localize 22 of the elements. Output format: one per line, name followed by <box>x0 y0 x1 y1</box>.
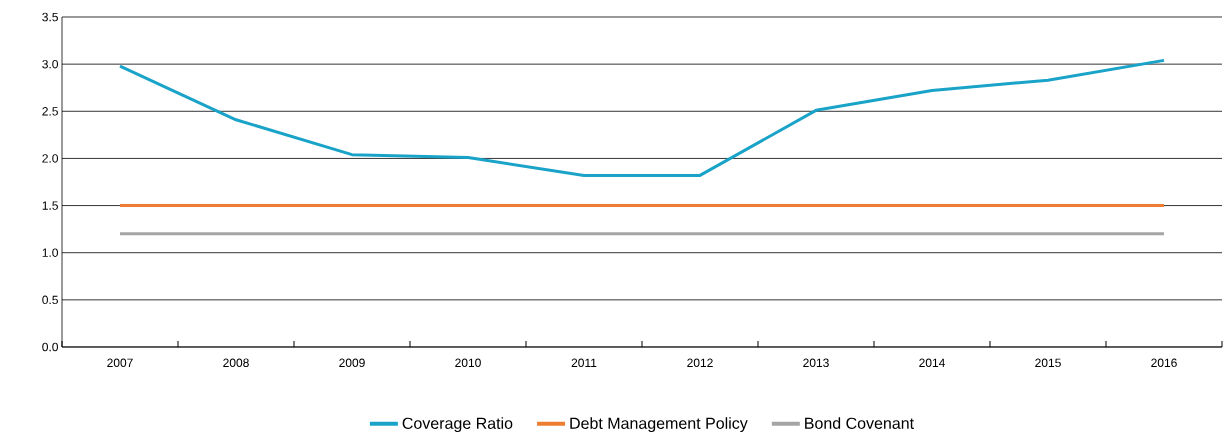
y-tick-label: 2.0 <box>42 154 58 163</box>
x-tick-label: 2008 <box>223 358 249 368</box>
y-tick-label: 1.0 <box>42 248 58 257</box>
legend-label: Debt Management Policy <box>570 417 748 433</box>
y-tick-label: 3.5 <box>42 12 58 22</box>
x-tick-label: 2009 <box>339 358 365 368</box>
x-tick-label: 2014 <box>919 358 945 368</box>
x-tick-label: 2013 <box>803 358 829 368</box>
legend-label: Coverage Ratio <box>402 417 513 433</box>
x-tick-label: 2011 <box>571 358 597 368</box>
legend-label: Bond Covenant <box>805 417 914 429</box>
y-tick-label: 3.0 <box>42 59 58 69</box>
x-tick-label: 2010 <box>455 358 481 368</box>
x-tick-label: 2015 <box>1035 358 1061 368</box>
y-tick-label: 0.0 <box>42 342 58 352</box>
x-tick-label: 2012 <box>687 358 713 368</box>
y-tick-label: 1.5 <box>42 201 58 210</box>
line-series <box>118 58 1166 177</box>
x-tick-label: 2016 <box>1151 358 1177 368</box>
y-tick-label: 2.5 <box>42 107 58 116</box>
x-tick-label: 2007 <box>107 358 133 368</box>
y-tick-label: 0.5 <box>42 295 58 305</box>
